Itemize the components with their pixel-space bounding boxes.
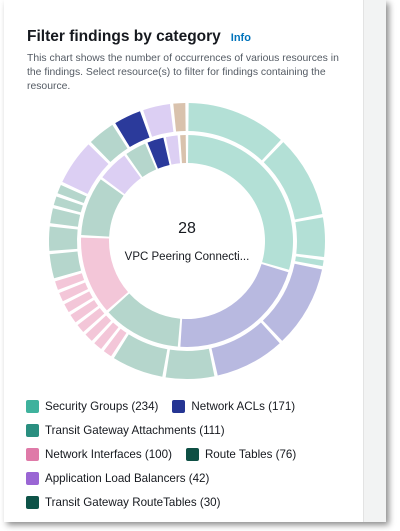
legend-item-route-tables[interactable]: Route Tables (76) (185, 447, 297, 461)
outer-ring-segment[interactable] (211, 322, 280, 376)
legend-item-network-acls[interactable]: Network ACLs (171) (172, 399, 296, 413)
inner-ring-segment[interactable] (187, 135, 293, 270)
category-donut-chart[interactable]: 28 VPC Peering Connecti... (48, 102, 326, 380)
outer-ring-segment[interactable] (143, 104, 174, 137)
outer-ring-segment[interactable] (173, 103, 186, 132)
outer-ring-segment[interactable] (50, 208, 81, 227)
legend-item-transit-gateway-attachments[interactable]: Transit Gateway Attachments (111) (26, 423, 225, 437)
outer-ring[interactable] (49, 103, 325, 379)
legend-item-application-load-balancers[interactable]: Application Load Balancers (42) (26, 471, 210, 485)
legend-row: Application Load Balancers (42) (26, 466, 366, 490)
outer-ring-segment[interactable] (262, 263, 323, 341)
inner-ring-segment[interactable] (102, 155, 141, 195)
filter-panel: Filter findings by category Info This ch… (4, 0, 365, 522)
outer-ring-segment[interactable] (103, 328, 127, 357)
inner-ring-segment[interactable] (108, 293, 181, 347)
outer-ring-segment[interactable] (113, 334, 168, 377)
inner-ring-segment[interactable] (81, 179, 124, 237)
center-label: VPC Peering Connecti... (125, 251, 250, 263)
inner-ring-segment[interactable] (81, 237, 129, 311)
side-scroll-area (363, 0, 386, 522)
outer-ring-segment[interactable] (64, 291, 93, 313)
legend-swatch (26, 423, 39, 437)
inner-ring-segment[interactable] (147, 137, 170, 169)
panel-header: Filter findings by category Info (27, 28, 251, 46)
inner-ring-segment[interactable] (180, 263, 289, 347)
info-link[interactable]: Info (230, 32, 251, 44)
outer-ring-segment[interactable] (49, 226, 78, 251)
outer-ring-segment[interactable] (115, 111, 150, 148)
outer-ring-segment[interactable] (188, 103, 281, 161)
panel-title: Filter findings by category (27, 28, 221, 45)
legend-item-network-interfaces[interactable]: Network Interfaces (100) (26, 447, 172, 461)
legend-row: Security Groups (234) Network ACLs (171) (26, 394, 366, 418)
outer-ring-segment[interactable] (57, 184, 87, 203)
legend-item-transit-gateway-routetables[interactable]: Transit Gateway RouteTables (30) (26, 495, 221, 509)
legend-label: Security Groups (234) (45, 399, 159, 413)
outer-ring-segment[interactable] (70, 299, 99, 323)
legend-label: Network ACLs (171) (191, 399, 296, 413)
legend-label: Network Interfaces (100) (45, 447, 172, 461)
inner-ring-segment[interactable] (165, 135, 181, 165)
legend-swatch (26, 447, 39, 461)
legend-swatch (26, 495, 39, 509)
inner-ring-segment[interactable] (180, 135, 187, 164)
outer-ring-segment[interactable] (263, 142, 323, 220)
legend-label: Application Load Balancers (42) (45, 471, 210, 485)
outer-ring-segment[interactable] (62, 144, 109, 194)
legend-row: Transit Gateway Attachments (111) (26, 418, 366, 442)
outer-ring-segment[interactable] (90, 124, 128, 163)
legend-label: Transit Gateway Attachments (111) (45, 423, 225, 437)
center-count: 28 (178, 220, 196, 237)
legend-row: Network Interfaces (100) Route Tables (7… (26, 442, 366, 466)
legend-swatch (172, 399, 186, 413)
outer-ring-segment[interactable] (295, 256, 324, 267)
legend-row: Transit Gateway RouteTables (30) (26, 490, 366, 514)
legend-swatch (26, 399, 39, 413)
legend-item-security-groups[interactable]: Security Groups (234) (26, 399, 159, 413)
chart-legend: Security Groups (234) Network ACLs (171)… (26, 394, 366, 514)
findings-window: Filter findings by category Info This ch… (4, 0, 386, 522)
inner-ring[interactable] (81, 135, 293, 347)
legend-label: Route Tables (76) (204, 447, 297, 461)
outer-ring-segment[interactable] (77, 308, 105, 333)
inner-ring-segment[interactable] (126, 143, 157, 177)
outer-ring-segment[interactable] (94, 322, 119, 350)
outer-ring-segment[interactable] (59, 282, 89, 302)
outer-ring-segment[interactable] (295, 217, 325, 258)
panel-description: This chart shows the number of occurrenc… (27, 53, 339, 92)
outer-ring-segment[interactable] (53, 196, 83, 213)
outer-ring-segment[interactable] (55, 273, 85, 290)
outer-ring-segment[interactable] (165, 348, 215, 379)
legend-label: Transit Gateway RouteTables (30) (45, 495, 221, 509)
outer-ring-segment[interactable] (85, 315, 112, 341)
donut-svg[interactable]: 28 VPC Peering Connecti... (48, 102, 326, 380)
outer-ring-segment[interactable] (49, 251, 82, 279)
legend-swatch (26, 471, 39, 485)
legend-swatch (185, 447, 199, 461)
